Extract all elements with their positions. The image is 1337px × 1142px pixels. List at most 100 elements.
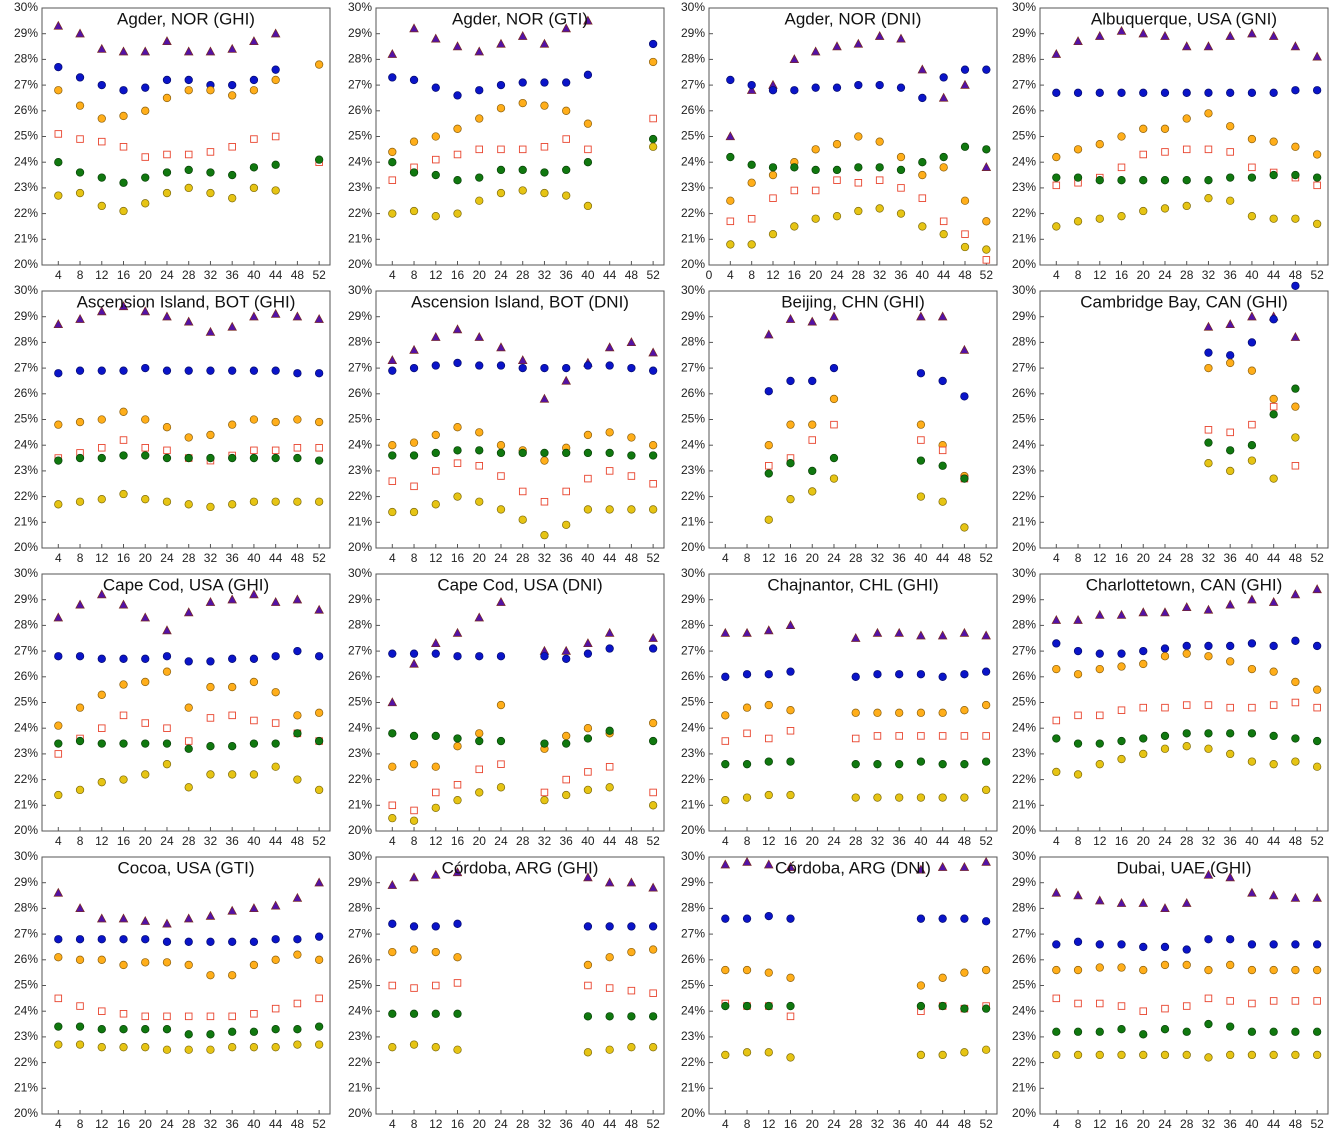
circle-point [648, 644, 658, 653]
y-tick-label: 21% [1012, 514, 1036, 528]
circle-point [228, 742, 237, 751]
y-tick-label: 26% [14, 103, 38, 117]
x-tick-label: 52 [1310, 551, 1324, 565]
circle-point [648, 922, 658, 931]
circle-point [314, 652, 324, 661]
circle-point [1269, 410, 1278, 419]
panel-title: Charlottetown, CAN (GHI) [1086, 575, 1283, 594]
x-tick-label: 24 [160, 1117, 174, 1131]
circle-point [1204, 965, 1213, 975]
circle-point [916, 456, 926, 465]
triangle-point [648, 882, 658, 892]
circle-point [1291, 433, 1300, 442]
circle-point [808, 487, 817, 496]
x-tick-label: 16 [451, 551, 465, 565]
circle-point [388, 507, 397, 517]
circle-point [1095, 1027, 1104, 1036]
circle-point [475, 196, 484, 205]
circle-point [453, 1009, 462, 1018]
y-tick-label: 28% [1012, 618, 1036, 632]
circle-point [518, 363, 527, 373]
x-tick-label: 48 [625, 834, 639, 848]
square-point [184, 737, 193, 745]
circle-point [1226, 466, 1235, 476]
y-tick-label: 28% [348, 618, 372, 632]
y-tick-label: 26% [681, 386, 705, 400]
triangle-point [626, 337, 637, 347]
circle-point [832, 165, 842, 175]
square-point [627, 986, 636, 995]
circle-point [764, 670, 773, 679]
circle-point [1204, 363, 1213, 373]
y-tick-label: 20% [1012, 1106, 1036, 1120]
circle-point [938, 497, 947, 506]
circle-point [726, 196, 735, 205]
circle-point [1247, 88, 1257, 97]
triangle-point [1268, 31, 1279, 40]
square-point [388, 176, 397, 184]
x-tick-label: 4 [389, 551, 396, 565]
triangle-point [561, 375, 571, 385]
triangle-point [959, 627, 970, 637]
triangle-point [807, 316, 818, 326]
triangle-point [430, 33, 441, 43]
y-tick-label: 22% [681, 206, 705, 220]
triangle-point [387, 697, 398, 707]
square-point [895, 732, 903, 740]
circle-point [206, 682, 215, 692]
circle-point [119, 366, 128, 375]
y-tick-label: 29% [1012, 309, 1036, 323]
circle-point [518, 98, 527, 108]
circle-point [875, 204, 884, 213]
y-tick-label: 20% [348, 257, 372, 271]
circle-point [540, 448, 549, 458]
y-tick-label: 29% [1012, 875, 1036, 889]
circle-point [583, 724, 593, 733]
x-tick-label: 20 [139, 1117, 153, 1131]
x-tick-label: 28 [516, 551, 530, 565]
y-tick-label: 24% [681, 154, 705, 168]
x-tick-label: 28 [182, 1117, 196, 1131]
x-tick-label: 28 [849, 551, 863, 565]
circle-point [249, 415, 259, 424]
circle-point [939, 230, 948, 239]
circle-point [1117, 1025, 1126, 1034]
circle-point [206, 1045, 215, 1054]
triangle-point [96, 913, 107, 923]
circle-point [184, 165, 193, 175]
triangle-point [496, 38, 506, 48]
circle-point [271, 186, 280, 195]
x-tick-label: 36 [226, 834, 240, 848]
plot-frame [1039, 856, 1329, 1115]
square-point [982, 732, 990, 740]
circle-point [960, 793, 969, 802]
circle-point [648, 451, 658, 460]
x-tick-label: 44 [269, 834, 283, 848]
circle-point [119, 86, 128, 95]
circle-point [832, 83, 842, 92]
triangle-point [1073, 890, 1083, 900]
circle-point [314, 155, 324, 164]
triangle-point [1247, 311, 1257, 321]
y-tick-label: 26% [681, 103, 705, 117]
circle-point [786, 376, 795, 386]
x-tick-label: 28 [182, 268, 196, 282]
panel-title: Cape Cod, USA (DNI) [437, 575, 602, 594]
circle-point [314, 955, 324, 964]
y-tick-label: 25% [14, 978, 38, 992]
x-tick-label: 8 [77, 1117, 84, 1131]
circle-point [206, 742, 215, 751]
x-tick-label: 40 [916, 268, 930, 282]
triangle-point [227, 594, 237, 604]
circle-point [475, 173, 484, 182]
x-tick-label: 28 [1180, 268, 1194, 282]
y-tick-label: 20% [681, 540, 705, 554]
circle-point [453, 91, 462, 100]
circle-point [228, 682, 237, 692]
circle-point [388, 209, 397, 218]
circle-point [918, 222, 927, 231]
circle-point [453, 492, 462, 501]
panel: 20%21%22%23%24%25%26%27%28%29%30%4 8 12 16 2… [681, 283, 998, 565]
circle-point [228, 654, 237, 663]
y-tick-label: 28% [14, 618, 38, 632]
